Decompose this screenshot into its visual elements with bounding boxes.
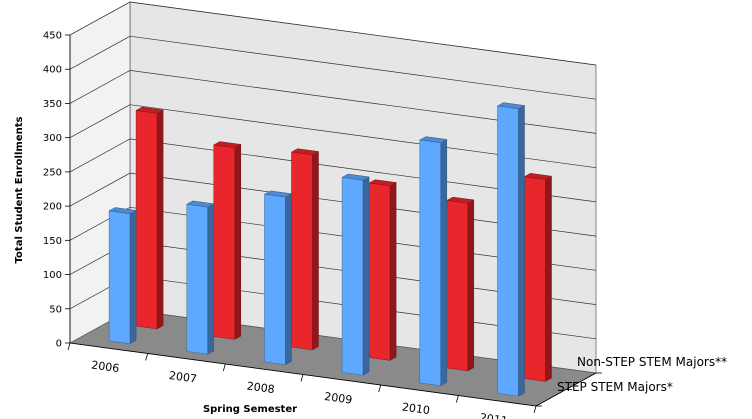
y-tick-label: 450: [43, 31, 62, 42]
labels: 0 50 100 150 200 250 300 350 400 450 2006 2007 2008 2…: [43, 31, 509, 419]
y-tick-label: 400: [43, 65, 62, 76]
bar-series-1: [186, 200, 215, 355]
bar-series-2: [290, 148, 320, 351]
bar-top-face: [368, 179, 397, 187]
x-tick: [300, 374, 304, 382]
bar-top-face: [290, 148, 320, 156]
bar-side-face: [234, 143, 242, 340]
bar-top-face: [523, 173, 553, 180]
y-tick-label: 250: [43, 167, 62, 178]
gridline: [69, 1, 597, 66]
bar-top-face: [341, 173, 370, 181]
bar-front-face: [497, 105, 519, 397]
bar-side-face: [440, 138, 448, 387]
bar-front-face: [368, 182, 391, 361]
gridline: [69, 70, 597, 134]
x-tick: [533, 405, 537, 414]
x-tick-label: 2006: [91, 359, 120, 376]
bar-front-face: [291, 151, 313, 351]
x-tick-label: 2010: [401, 401, 430, 418]
bar-series-2: [135, 106, 164, 330]
bar-side-face: [467, 199, 475, 372]
y-tick-label: 0: [56, 339, 62, 350]
bar-side-face: [207, 203, 215, 355]
bar-series-2: [523, 173, 553, 382]
bar-front-face: [108, 210, 131, 344]
bars: [108, 102, 553, 397]
y-axis-title: Total Student Enrollments: [14, 117, 25, 264]
y-tick-label: 100: [43, 270, 62, 281]
x-tick-label: 2008: [246, 380, 275, 397]
bar-side-face: [312, 151, 319, 351]
bar-top-face: [135, 106, 164, 114]
bar-top-face: [213, 141, 242, 148]
bar-top-face: [186, 200, 215, 208]
y-tick-label: 350: [43, 99, 62, 110]
bar-front-face: [213, 144, 236, 340]
bar-side-face: [362, 176, 370, 376]
bar-front-face: [135, 110, 158, 330]
bar-front-face: [186, 203, 209, 355]
bar-top-face: [496, 102, 526, 110]
y-tick-label: 300: [43, 133, 62, 144]
bar-top-face: [419, 136, 448, 143]
gridline: [69, 35, 597, 100]
bar-series-2: [368, 179, 397, 361]
bar-front-face: [264, 193, 286, 365]
x-tick: [145, 353, 149, 361]
bar-side-face: [389, 182, 397, 361]
y-tick-label: 50: [49, 304, 62, 315]
bar-top-face: [108, 207, 137, 214]
depth-label-series-1: STEP STEM Majors*: [557, 380, 673, 394]
axes: [65, 34, 602, 414]
bar-side-face: [129, 209, 137, 345]
x-tick: [67, 342, 71, 351]
x-tick: [378, 384, 382, 393]
x-axis-title: Spring Semester: [203, 404, 297, 415]
x-tick-label: 2011: [479, 411, 508, 419]
bar-side-face: [156, 109, 164, 330]
bar-top-face: [446, 196, 475, 204]
bar-front-face: [524, 176, 546, 382]
bar-series-2: [213, 141, 242, 340]
bar-series-1: [108, 207, 137, 345]
bar-side-face: [518, 105, 525, 397]
bar-series-1: [341, 173, 370, 376]
x-tick: [455, 395, 459, 403]
bar-series-1: [496, 102, 526, 397]
bar-series-1: [263, 190, 293, 366]
depth-label-series-2: Non-STEP STEM Majors**: [577, 355, 727, 369]
bar-front-face: [446, 200, 469, 372]
bar-side-face: [545, 175, 552, 382]
bar-front-face: [419, 139, 442, 386]
x-tick-label: 2007: [168, 369, 197, 386]
bar-front-face: [341, 177, 364, 376]
x-tick-label: 2009: [324, 390, 353, 407]
y-tick-label: 150: [43, 236, 62, 247]
bar-top-face: [263, 190, 293, 198]
bar-side-face: [285, 193, 292, 366]
bar-series-1: [419, 136, 448, 387]
y-tick-label: 200: [43, 202, 62, 213]
x-tick: [222, 363, 226, 372]
bar-series-2: [446, 196, 475, 372]
